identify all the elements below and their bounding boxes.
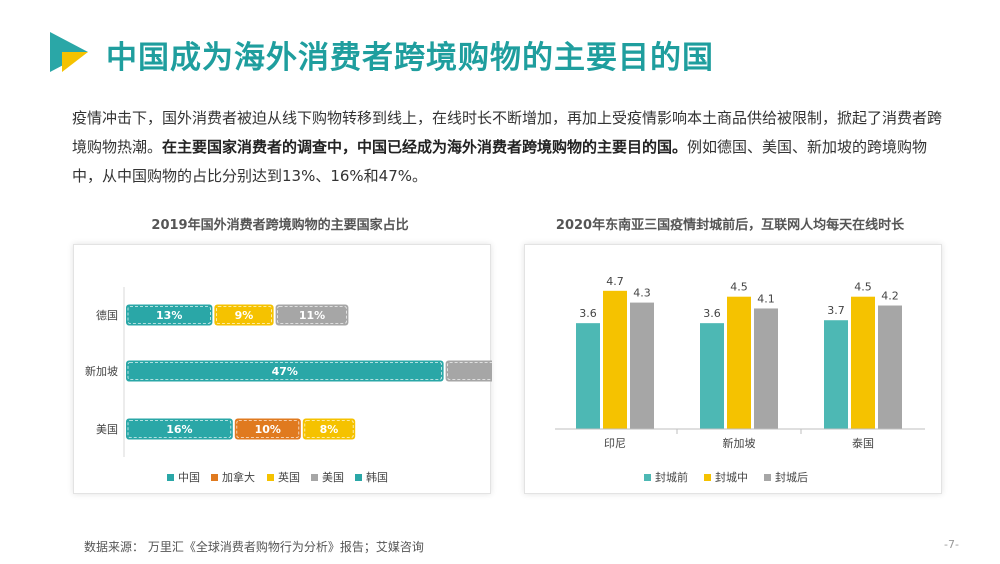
data-label: 4.3 (633, 287, 651, 300)
bar (700, 323, 724, 429)
bar-segment-dash-border (277, 306, 347, 324)
data-label: 16% (166, 423, 192, 436)
legend-swatch (644, 474, 651, 481)
bar-segment (126, 304, 213, 326)
category-label: 泰国 (852, 436, 874, 450)
legend-swatch (311, 474, 318, 481)
bar-segment (126, 418, 233, 440)
legend-swatch (211, 474, 218, 481)
logo-yellow-shape (62, 52, 88, 72)
data-label: 4.7 (606, 275, 624, 288)
legend-label: 加拿大 (222, 470, 255, 484)
data-label: 4.1 (757, 292, 775, 305)
category-label: 新加坡 (85, 364, 118, 378)
legend-label: 封城后 (775, 470, 808, 484)
category-label: 美国 (96, 423, 118, 436)
left-chart-panel: 德国13%9%11%新加坡47%31%15%美国16%10%8%中国加拿大英国美… (73, 244, 492, 494)
data-label: 3.6 (579, 307, 597, 320)
legend-label: 封城中 (715, 470, 748, 484)
intro-text-1: 疫情冲击下，国外消费者被迫从线下购物转移到线上，在线时长不断增加，再加上受疫情影… (72, 109, 943, 156)
legend-swatch (764, 474, 771, 481)
intro-text-2: 例如德国、美国、新加坡的跨境购物中，从中国购物的占比分别达到13%、16%和47… (72, 138, 928, 185)
data-label: 9% (235, 309, 254, 322)
legend-label: 英国 (278, 470, 300, 484)
left-stacked-bar-chart: 德国13%9%11%新加坡47%31%15%美国16%10%8%中国加拿大英国美… (85, 287, 492, 484)
legend-swatch (267, 474, 274, 481)
bar-segment-dash-border (236, 420, 300, 438)
play-triangle-logo-icon (50, 32, 88, 72)
bar (630, 302, 654, 429)
bar-segment (445, 360, 492, 382)
category-label: 印尼 (604, 437, 626, 450)
bar (727, 296, 751, 429)
data-label: 10% (255, 423, 281, 436)
legend-label: 韩国 (366, 470, 388, 484)
data-source-note: 数据来源： 万里汇《全球消费者购物行为分析》报告；艾媒咨询 (84, 540, 424, 554)
bar-segment (302, 418, 356, 440)
bar-segment-dash-border (127, 362, 443, 380)
legend-swatch (167, 474, 174, 481)
right-chart-panel: 3.6 4.7 4.3 印尼 3.6 4.5 4.1 新加坡 3.7 4.5 4.2 泰国封城前 封城中… (524, 244, 942, 494)
bar (878, 305, 902, 429)
bar-segment-dash-border (127, 420, 232, 438)
legend-label: 封城前 (655, 470, 688, 484)
category-label: 新加坡 (723, 436, 756, 450)
legend-swatch (355, 474, 362, 481)
data-label: 3.6 (703, 307, 721, 320)
data-label: 3.7 (827, 304, 845, 317)
bar-segment-dash-border (127, 306, 211, 324)
category-label: 德国 (96, 308, 118, 322)
bar-segment (234, 418, 301, 440)
bar-segment (126, 360, 444, 382)
bar-segment-dash-border (304, 420, 354, 438)
legend-label: 中国 (178, 471, 200, 484)
intro-paragraph: 疫情冲击下，国外消费者被迫从线下购物转移到线上，在线时长不断增加，再加上受疫情影… (72, 104, 952, 191)
legend-label: 美国 (322, 471, 344, 484)
left-chart-title: 2019年国外消费者跨境购物的主要国家占比 (151, 218, 409, 233)
data-label: 4.5 (730, 281, 748, 294)
data-label: 11% (299, 309, 325, 322)
right-chart-title: 2020年东南亚三国疫情封城前后，互联网人均每天在线时长 (555, 218, 905, 233)
bar-segment (275, 304, 349, 326)
page-number: -7- (944, 538, 959, 551)
bar (576, 323, 600, 429)
intro-bold-text: 在主要国家消费者的调查中，中国已经成为海外消费者跨境购物的主要目的国。 (162, 138, 688, 156)
data-label: 4.5 (854, 281, 872, 294)
page-title: 中国成为海外消费者跨境购物的主要目的国 (106, 40, 714, 76)
legend-swatch (704, 474, 711, 481)
bar-segment-dash-border (215, 306, 272, 324)
bar (754, 308, 778, 429)
data-label: 8% (320, 423, 339, 436)
data-label: 4.2 (881, 290, 899, 303)
bar (824, 320, 848, 429)
data-label: 13% (156, 309, 182, 322)
bar (851, 296, 875, 429)
bar-segment (214, 304, 274, 326)
bar (603, 290, 627, 429)
data-label: 47% (272, 365, 298, 378)
